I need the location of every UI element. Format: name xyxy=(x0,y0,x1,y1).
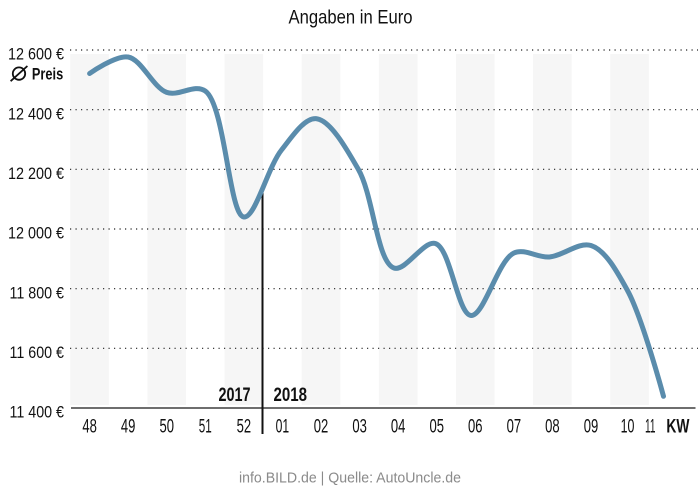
svg-text:51: 51 xyxy=(199,417,212,438)
svg-text:49: 49 xyxy=(121,417,136,438)
svg-text:02: 02 xyxy=(314,417,329,438)
svg-text:11 400 €: 11 400 € xyxy=(10,403,65,422)
svg-text:2018: 2018 xyxy=(274,384,308,406)
svg-text:11 600 €: 11 600 € xyxy=(10,343,65,362)
svg-text:11 800 €: 11 800 € xyxy=(10,283,65,302)
svg-text:KW: KW xyxy=(666,417,689,438)
svg-text:12 200 €: 12 200 € xyxy=(8,164,64,183)
svg-text:12 400 €: 12 400 € xyxy=(8,104,64,123)
svg-text:10: 10 xyxy=(621,417,635,438)
svg-text:11: 11 xyxy=(645,417,656,438)
svg-text:01: 01 xyxy=(276,417,290,438)
svg-text:04: 04 xyxy=(391,417,406,438)
svg-text:03: 03 xyxy=(352,417,367,438)
svg-text:2017: 2017 xyxy=(219,384,251,406)
svg-text:09: 09 xyxy=(584,417,599,438)
svg-text:07: 07 xyxy=(507,417,522,438)
svg-text:05: 05 xyxy=(429,417,444,438)
svg-text:52: 52 xyxy=(237,417,252,438)
svg-text:50: 50 xyxy=(159,417,174,438)
svg-text:06: 06 xyxy=(468,417,483,438)
svg-text:48: 48 xyxy=(82,417,97,438)
svg-text:08: 08 xyxy=(545,417,560,438)
svg-text:info.BILD.de | Quelle: AutoUnc: info.BILD.de | Quelle: AutoUncle.de xyxy=(239,470,461,487)
svg-text:12 000 €: 12 000 € xyxy=(8,224,64,243)
svg-text:12 600 €: 12 600 € xyxy=(8,45,64,64)
svg-text:Preis: Preis xyxy=(32,66,63,84)
svg-text:Angaben in Euro: Angaben in Euro xyxy=(289,7,413,29)
